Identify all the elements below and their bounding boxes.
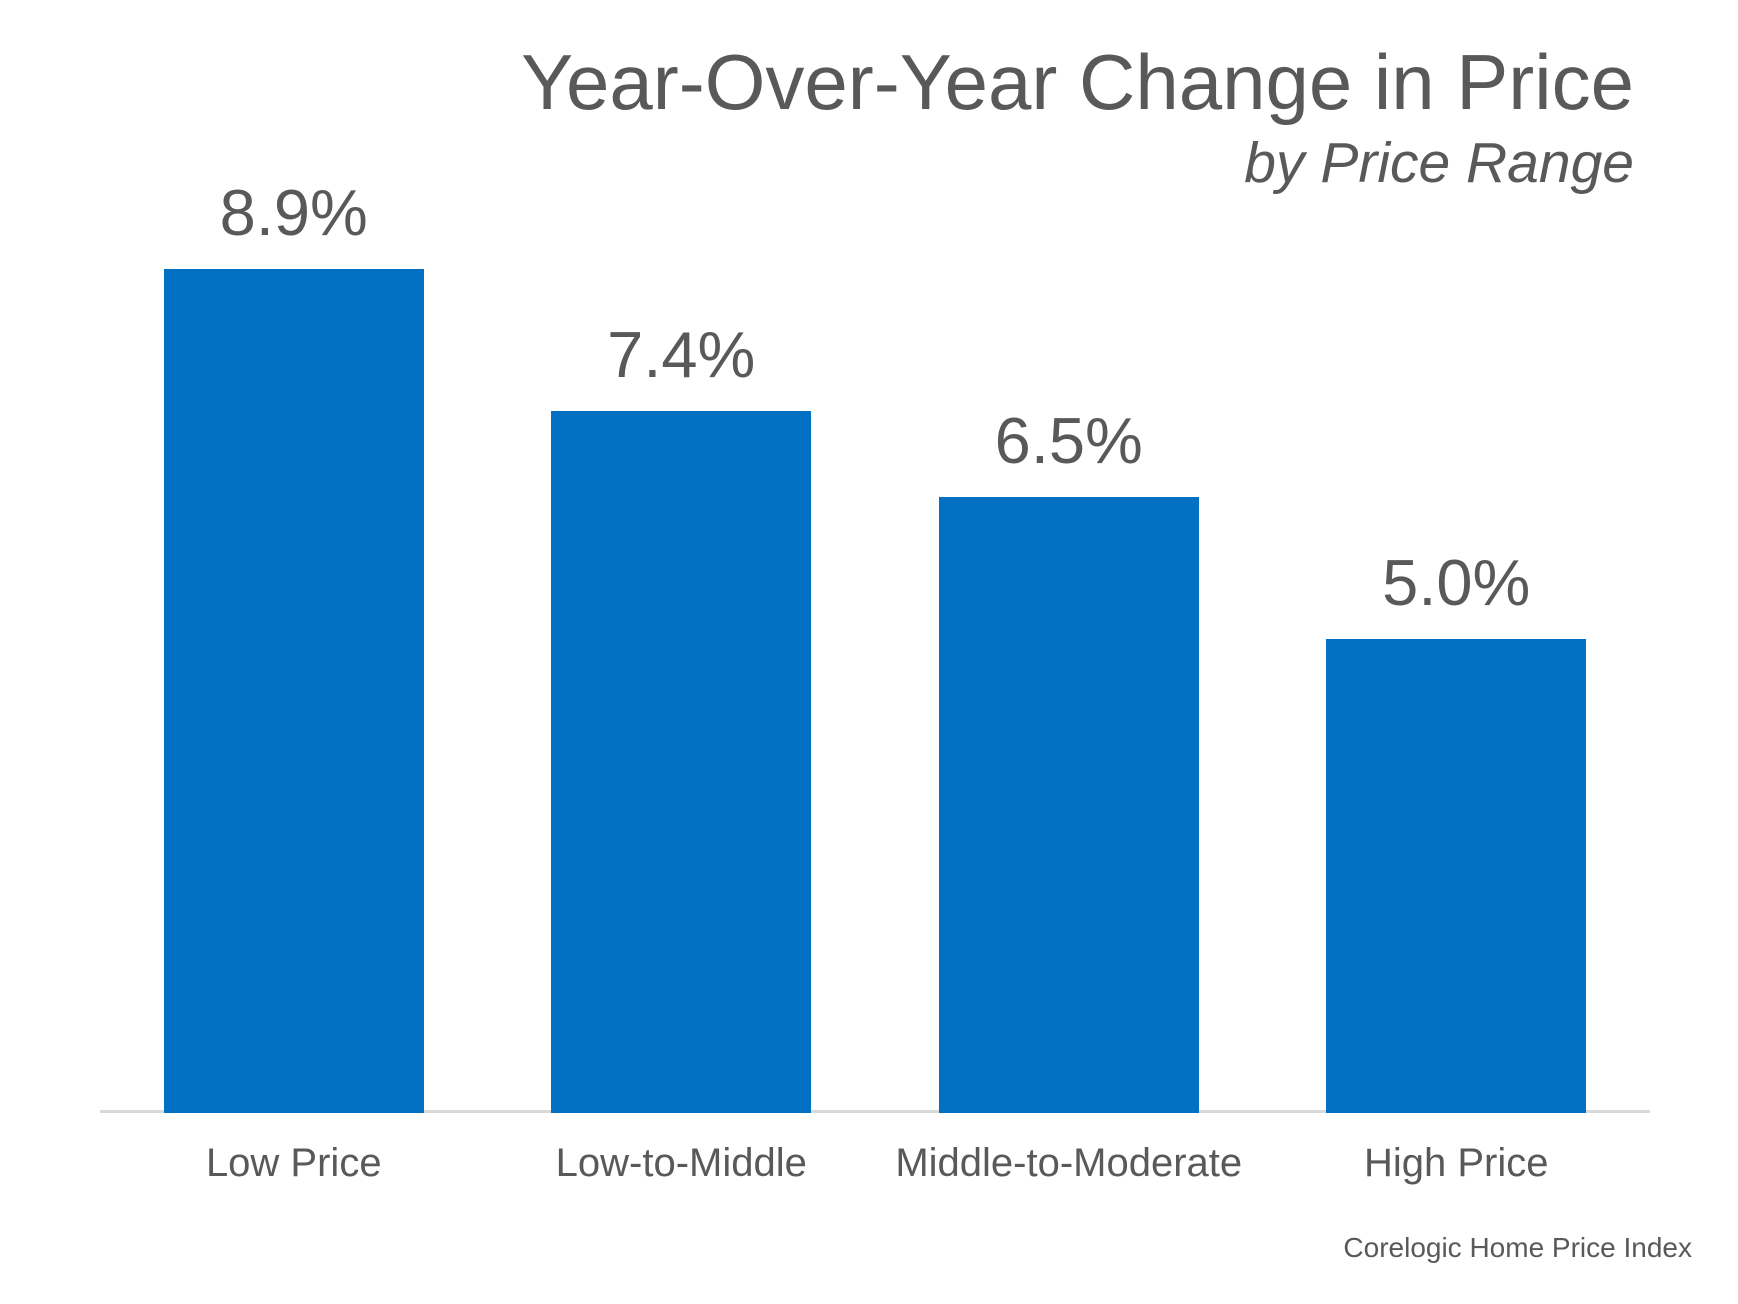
bar-category-label: Low-to-Middle (555, 1141, 807, 1185)
source-note: Corelogic Home Price Index (1343, 1232, 1692, 1263)
bar-value-label: 7.4% (607, 318, 756, 391)
bar-value-label: 6.5% (994, 404, 1143, 477)
bar-value-label: 8.9% (219, 176, 368, 249)
bar (163, 269, 424, 1113)
bar (551, 411, 812, 1113)
chart-subtitle: by Price Range (1244, 131, 1634, 196)
bar (1326, 639, 1587, 1113)
bar-category-label: High Price (1363, 1141, 1549, 1185)
bar-chart-plot-area: 8.9% Low Price 7.4% Low-to-Middle 6.5% Middle… (100, 0, 1650, 1185)
bar-value-label: 5.0% (1382, 546, 1531, 619)
chart-title-block: Year-Over-Year Change in Price by Price … (521, 36, 1634, 197)
bar (938, 497, 1199, 1113)
chart-title: Year-Over-Year Change in Price (521, 38, 1634, 126)
bar-category-label: Low Price (205, 1141, 382, 1185)
bar-category-label: Middle-to-Moderate (895, 1141, 1243, 1185)
x-axis-line (100, 1110, 1650, 1113)
